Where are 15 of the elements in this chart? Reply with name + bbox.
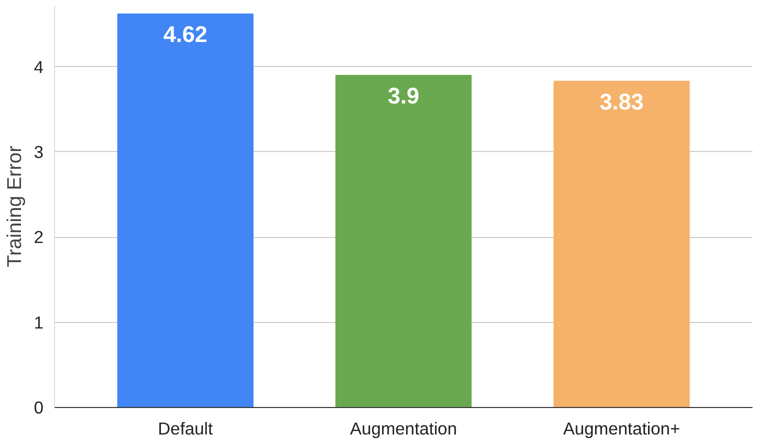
data-label: 3.83: [600, 88, 644, 114]
data-label: 3.9: [388, 82, 420, 108]
y-tick-label: 3: [34, 142, 44, 162]
y-axis-title: Training Error: [4, 145, 26, 268]
y-tick-label: 4: [34, 56, 44, 77]
bar: [117, 14, 254, 408]
bar: [554, 80, 690, 408]
x-tick-label: Augmentation+: [563, 418, 680, 438]
y-tick-label: 1: [34, 312, 44, 332]
data-label: 4.62: [163, 21, 208, 48]
y-tick-label: 0: [34, 398, 44, 418]
x-tick-label: Default: [158, 418, 214, 438]
y-tick-label: 2: [34, 227, 44, 248]
x-tick-label: Augmentation: [350, 418, 457, 438]
bar: [335, 74, 472, 408]
